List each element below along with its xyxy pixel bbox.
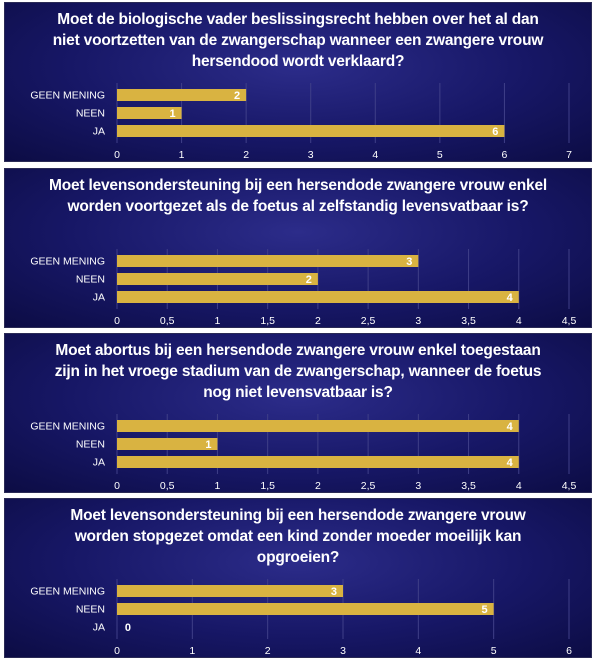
- chart-panel-1: Moet de biologische vader beslissingsrec…: [4, 2, 592, 162]
- x-tick-label: 1: [215, 480, 221, 492]
- x-tick-label: 5: [437, 149, 443, 161]
- data-label: 0: [125, 622, 131, 634]
- chart-title: Moet levensondersteuning bij een hersend…: [49, 177, 547, 215]
- category-label: GEEN MENING: [30, 586, 105, 598]
- x-tick-label: 0,5: [160, 315, 175, 327]
- chart-panel-2: Moet levensondersteuning bij een hersend…: [4, 168, 592, 328]
- bar: [117, 125, 505, 137]
- category-label: JA: [93, 457, 105, 469]
- chart-title: Moet levensondersteuning bij een hersend…: [70, 507, 526, 566]
- x-tick-label: 1,5: [260, 480, 275, 492]
- bar: [117, 273, 318, 285]
- data-label: 1: [205, 439, 211, 451]
- bar: [117, 456, 519, 468]
- x-tick-label: 2,5: [361, 315, 376, 327]
- chart-title: Moet de biologische vader beslissingsrec…: [52, 11, 544, 70]
- data-label: 2: [234, 90, 240, 102]
- x-tick-label: 0: [114, 149, 120, 161]
- x-tick-label: 4: [372, 149, 378, 161]
- bar: [117, 420, 519, 432]
- chart-title: Moet abortus bij een hersendode zwangere…: [54, 342, 542, 401]
- bar-chart-1: 0 1 2 3 4 5 6 7 GEEN MENING 2 NEEN 1 JA 6: [30, 83, 572, 161]
- category-label: NEEN: [76, 274, 105, 286]
- bar-chart-4: 0 1 2 3 4 5 6 GEEN MENING 3 NEEN 5 JA 0: [30, 579, 572, 657]
- bar: [117, 89, 247, 101]
- x-tick-label: 4: [516, 480, 522, 492]
- x-tick-label: 2: [265, 645, 271, 657]
- x-tick-label: 1: [215, 315, 221, 327]
- data-label: 4: [507, 421, 514, 433]
- bar: [117, 438, 218, 450]
- x-tick-label: 4,5: [562, 480, 577, 492]
- x-tick-label: 2: [315, 315, 321, 327]
- x-tick-label: 4: [415, 645, 421, 657]
- x-tick-label: 1,5: [260, 315, 275, 327]
- x-tick-label: 5: [491, 645, 497, 657]
- x-tick-label: 4,5: [562, 315, 577, 327]
- category-label: GEEN MENING: [30, 90, 105, 102]
- bar: [117, 585, 343, 597]
- category-label: JA: [93, 622, 105, 634]
- bar-chart-2: 0 0,5 1 1,5 2 2,5 3 3,5 4 4,5 GEEN MENING 3 NEEN 2 JA 4: [30, 249, 577, 327]
- x-tick-label: 3,5: [461, 315, 476, 327]
- bar-chart-3: 0 0,5 1 1,5 2 2,5 3 3,5 4 4,5 GEEN MENING 4 NEEN 1 JA 4: [30, 414, 577, 492]
- data-label: 5: [482, 604, 488, 616]
- x-tick-label: 1: [189, 645, 195, 657]
- x-tick-label: 0,5: [160, 480, 175, 492]
- chart-panel-4: Moet levensondersteuning bij een hersend…: [4, 498, 592, 658]
- x-tick-label: 3: [415, 315, 421, 327]
- category-label: JA: [93, 292, 105, 304]
- x-tick-label: 0: [114, 315, 120, 327]
- x-tick-label: 2: [315, 480, 321, 492]
- x-tick-label: 2,5: [361, 480, 376, 492]
- data-label: 1: [169, 108, 175, 120]
- x-tick-label: 3: [308, 149, 314, 161]
- x-tick-label: 6: [502, 149, 508, 161]
- category-label: GEEN MENING: [30, 421, 105, 433]
- x-tick-label: 3,5: [461, 480, 476, 492]
- x-tick-label: 3: [415, 480, 421, 492]
- category-label: NEEN: [76, 108, 105, 120]
- x-tick-label: 2: [243, 149, 249, 161]
- bar: [117, 107, 182, 119]
- category-label: NEEN: [76, 439, 105, 451]
- x-tick-label: 4: [516, 315, 522, 327]
- data-label: 4: [507, 292, 514, 304]
- chart-panel-3: Moet abortus bij een hersendode zwangere…: [4, 333, 592, 493]
- x-tick-label: 6: [566, 645, 572, 657]
- data-label: 6: [492, 126, 498, 138]
- bar: [117, 603, 494, 615]
- data-label: 2: [306, 274, 312, 286]
- category-label: JA: [93, 126, 105, 138]
- x-tick-label: 7: [566, 149, 572, 161]
- bar: [117, 291, 519, 303]
- category-label: GEEN MENING: [30, 256, 105, 268]
- x-tick-label: 3: [340, 645, 346, 657]
- category-label: NEEN: [76, 604, 105, 616]
- data-label: 3: [406, 256, 412, 268]
- x-tick-label: 0: [114, 480, 120, 492]
- x-tick-label: 0: [114, 645, 120, 657]
- x-tick-label: 1: [179, 149, 185, 161]
- data-label: 4: [507, 457, 514, 469]
- bar: [117, 255, 419, 267]
- data-label: 3: [331, 586, 337, 598]
